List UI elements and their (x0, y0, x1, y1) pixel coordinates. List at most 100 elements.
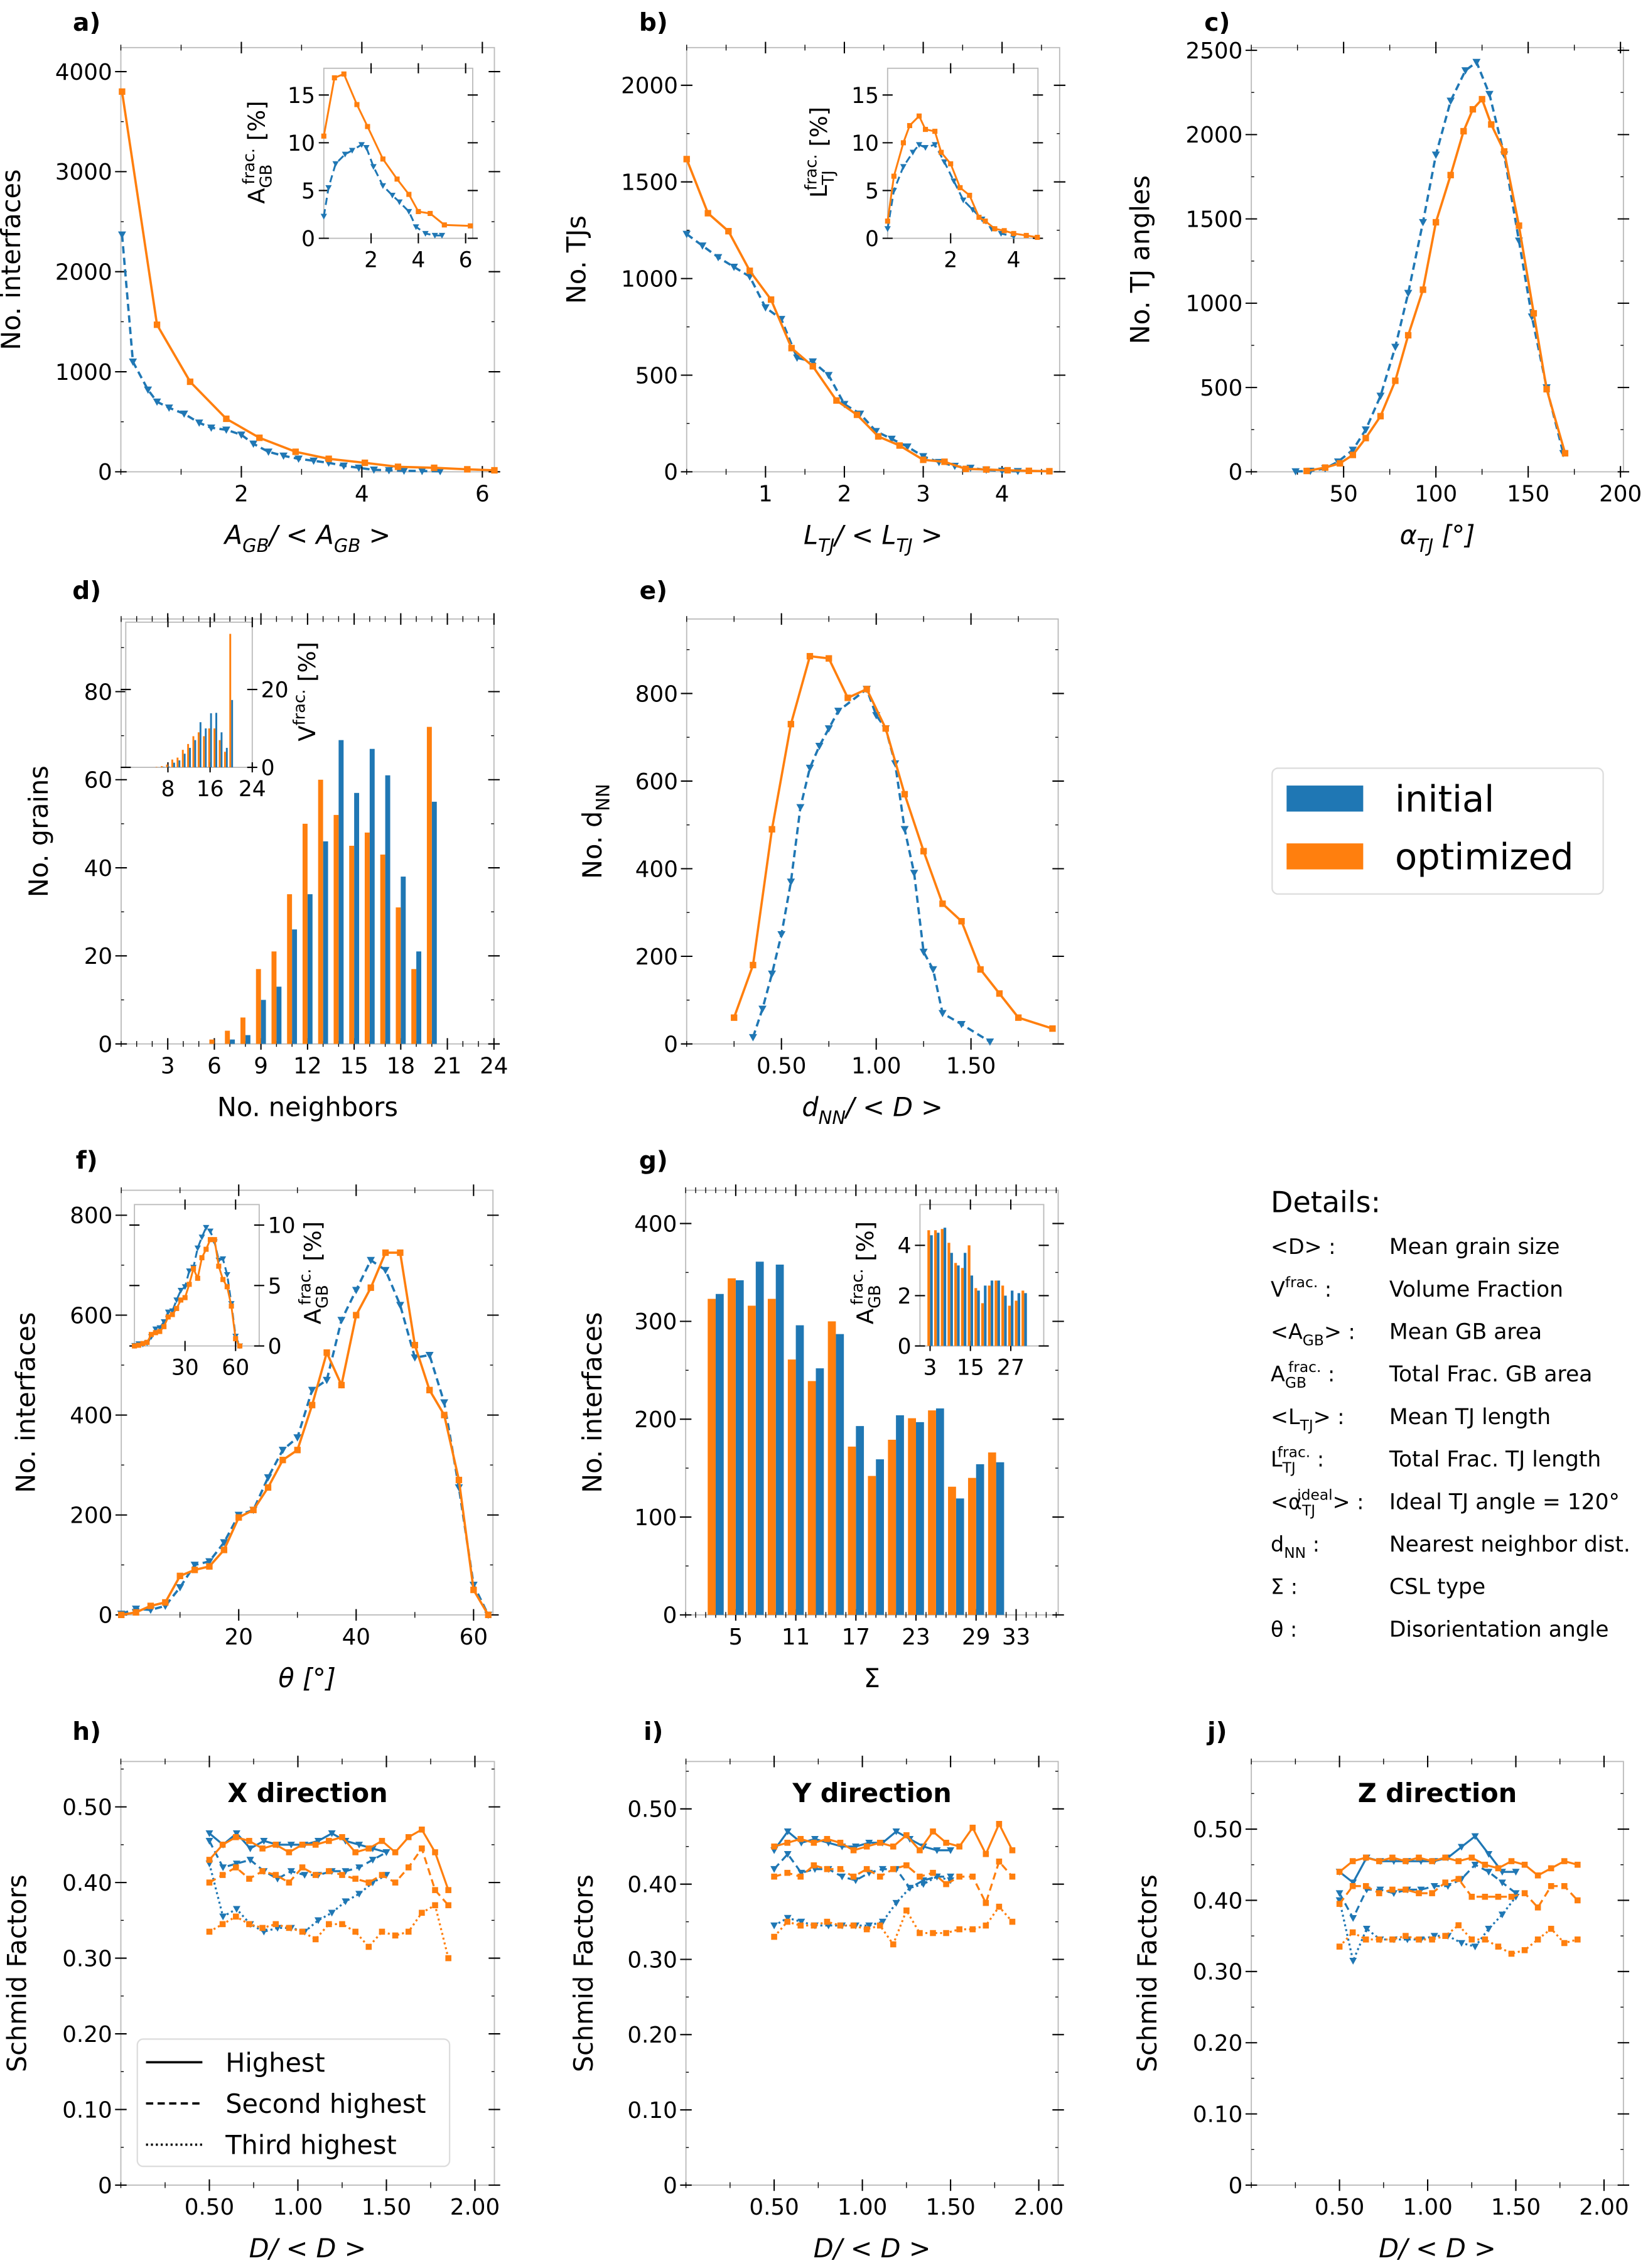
triangle-marker (768, 970, 777, 978)
triangle-marker (203, 1224, 210, 1231)
details-value: Total Frac. GB area (1389, 1362, 1593, 1387)
bar-initial (996, 1462, 1004, 1615)
square-marker (1004, 467, 1011, 474)
y-axis-label: Schmid Factors (2, 1874, 32, 2072)
square-marker (837, 1866, 844, 1872)
square-marker (1575, 1897, 1581, 1904)
triangle-marker (851, 1843, 859, 1850)
square-marker (132, 1343, 137, 1349)
panel-letter: a) (73, 9, 100, 37)
triangle-marker (1349, 1879, 1357, 1887)
square-marker (441, 1412, 448, 1418)
y-axis-label: No. interfaces (11, 1312, 41, 1493)
triangle-marker (314, 1917, 322, 1925)
bar-optimized (161, 766, 163, 768)
square-marker (379, 1872, 385, 1878)
square-marker (392, 1932, 399, 1939)
x-tick-label: 6 (475, 482, 490, 507)
bar-optimized (349, 845, 355, 1044)
bar-optimized (868, 1476, 876, 1615)
square-marker (468, 223, 473, 229)
triangle-marker (181, 1284, 188, 1290)
triangle-marker (198, 1234, 205, 1241)
details-key: Vfrac. : (1271, 1273, 1332, 1302)
square-marker (419, 1826, 425, 1833)
y-tick-label: 800 (635, 681, 678, 707)
square-marker (1530, 310, 1538, 317)
bar-initial (970, 1275, 974, 1346)
square-marker (362, 459, 369, 467)
square-marker (885, 219, 890, 224)
x-tick-label: 3 (161, 1054, 175, 1079)
square-marker (1403, 1858, 1409, 1864)
square-marker (896, 442, 903, 449)
triangle-marker (220, 1256, 227, 1263)
square-marker (219, 1921, 226, 1928)
square-marker (1575, 1861, 1581, 1868)
inset-b: 2 4 0 5 10 15 LTJfrac. [%] (802, 63, 1043, 273)
square-marker (939, 900, 946, 907)
triangle-marker (1458, 1940, 1465, 1947)
triangle-marker (314, 1838, 322, 1845)
bar-initial (715, 1293, 724, 1615)
y-tick-label: 0.50 (62, 1795, 112, 1820)
triangle-marker (777, 931, 786, 939)
y-tick-label: 15 (851, 84, 879, 109)
square-marker (206, 1928, 213, 1935)
bar-initial (916, 1422, 924, 1615)
triangle-marker (195, 419, 203, 427)
square-marker (1495, 1893, 1502, 1900)
triangle-marker (156, 1325, 163, 1331)
square-marker (1508, 1950, 1515, 1957)
bar-optimized (947, 1243, 951, 1346)
triangle-marker (205, 1558, 213, 1566)
triangle-marker (232, 1860, 240, 1867)
details-title: Details: (1271, 1185, 1381, 1219)
triangle-marker (947, 1847, 955, 1854)
x-tick-label: 50 (1329, 482, 1357, 507)
square-marker (286, 1925, 293, 1931)
square-marker (797, 1835, 804, 1842)
triangle-marker (906, 1884, 914, 1892)
x-tick-label: 1.50 (946, 1054, 996, 1079)
panel-letter: j) (1206, 1718, 1227, 1746)
square-marker (352, 1849, 358, 1855)
triangle-marker (340, 462, 348, 470)
square-marker (1046, 468, 1053, 475)
square-marker (1429, 1890, 1435, 1896)
legend: initial optimized (1271, 767, 1604, 895)
square-marker (996, 1821, 1003, 1827)
square-marker (1362, 1936, 1369, 1943)
panel-h: 0.50 1.00 1.50 2.00 0 0.10 0.20 0.30 0.40 0.50 h) D… (2, 1718, 500, 2264)
details-key: AGBfrac. : (1271, 1358, 1335, 1391)
y-tick-label: 500 (1200, 375, 1242, 401)
y-tick-label: 200 (70, 1503, 112, 1529)
square-marker (806, 652, 814, 660)
square-marker (890, 1866, 897, 1872)
square-marker (326, 1921, 332, 1928)
square-marker (900, 140, 906, 146)
triangle-marker (367, 1256, 375, 1265)
square-marker (1442, 1933, 1448, 1939)
x-tick-label: 18 (387, 1054, 415, 1079)
triangle-marker (264, 448, 273, 456)
panel-letter: i) (644, 1718, 663, 1746)
x-tick-label: 20 (225, 1624, 253, 1650)
square-marker (470, 1586, 477, 1594)
bar-optimized (948, 1486, 956, 1615)
x-tick-label: 0.50 (185, 2195, 234, 2220)
square-marker (916, 113, 922, 119)
square-marker (1377, 413, 1384, 419)
x-tick-label: 2 (837, 482, 852, 507)
triangle-marker (396, 1302, 404, 1310)
y-tick-label: 5 (268, 1274, 282, 1299)
square-marker (983, 466, 990, 473)
x-tick-label: 2.00 (1579, 2195, 1629, 2220)
triangle-marker (370, 164, 377, 170)
triangle-marker (922, 144, 929, 151)
bar-optimized (197, 732, 200, 768)
y-tick-label: 0 (98, 1032, 112, 1057)
square-marker (1389, 1854, 1396, 1861)
square-marker (976, 214, 982, 220)
x-tick-label: 2 (234, 482, 249, 507)
